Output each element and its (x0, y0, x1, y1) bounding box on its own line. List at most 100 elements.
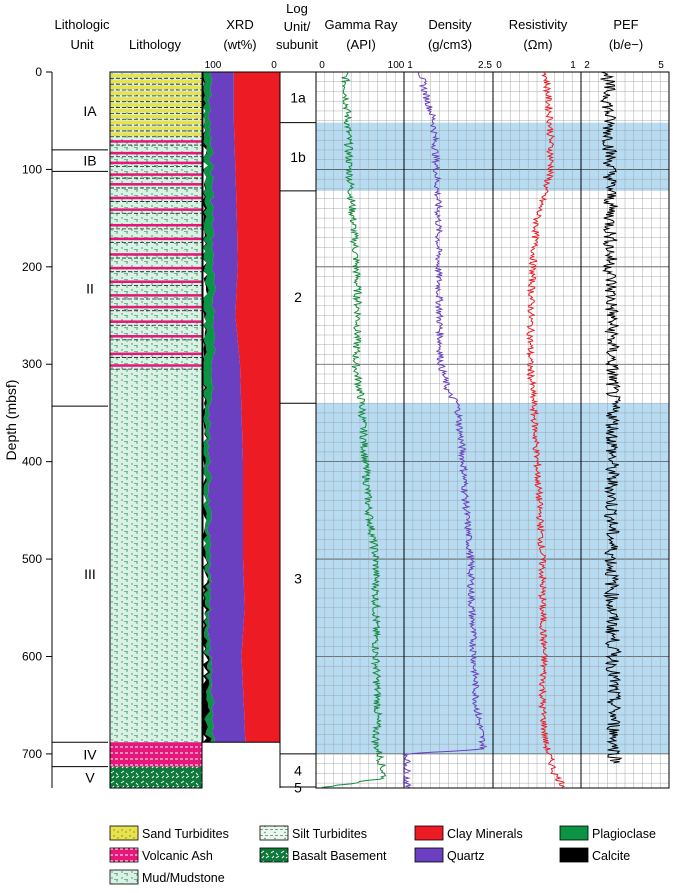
header-log-unit-2: Unit/ (284, 19, 311, 34)
lithology-ash-layer (110, 237, 202, 241)
log-curve-gamma-ray (321, 71, 387, 788)
lithology-ash-layer (110, 294, 202, 297)
depth-axis: 0 100 200 300 400 500 600 700 (22, 65, 53, 788)
lithology-ash-layer (110, 208, 202, 211)
lithology-sand-layer (110, 120, 202, 125)
lithology-sand-layer (110, 97, 202, 101)
header-pef-2: (b/e−) (609, 37, 643, 52)
lithology-sand-layer (110, 85, 202, 90)
lithology-sand-layer (110, 126, 202, 130)
column-headers: Lithologic Unit Lithology XRD (wt%) Log … (55, 1, 644, 52)
lithologic-unit-label: II (86, 281, 94, 297)
legend-label: Basalt Basement (292, 849, 387, 863)
lithologic-unit-label: V (85, 769, 95, 785)
log-unit-label: 1a (290, 89, 306, 105)
log-curve-resistivity (526, 71, 566, 788)
legend-swatch (109, 847, 139, 863)
legend-swatch (109, 825, 139, 841)
legend-label: Clay Minerals (447, 827, 523, 841)
lithology-sand-layer (110, 114, 202, 119)
header-lithologic-unit-2: Unit (70, 37, 94, 52)
lithology-ash-unit (110, 742, 202, 767)
legend-label: Quartz (447, 849, 485, 863)
log-unit-label: 3 (294, 571, 302, 587)
log-tick-label: 2.5 (478, 60, 492, 71)
lithology-sand-layer (110, 91, 202, 95)
depth-tick-label: 400 (22, 455, 42, 469)
lithology-ash-layer (110, 183, 202, 186)
log-tick-label: 5 (658, 60, 664, 71)
depth-axis-label: Depth (mbsf) (3, 380, 19, 461)
lithology-ash-layer (110, 266, 202, 270)
header-gamma-2: (API) (346, 37, 376, 52)
legend-swatch (259, 847, 289, 863)
legend-label: Mud/Mudstone (142, 871, 225, 885)
header-xrd-2: (wt%) (223, 37, 256, 52)
log-unit-label: 4 (294, 762, 302, 778)
header-density-2: (g/cm3) (428, 37, 472, 52)
lithology-ash-layer (110, 161, 202, 165)
header-log-unit-1: Log (286, 1, 308, 16)
xrd-tick-label: 100 (205, 60, 222, 71)
log-unit-column: 1a 1b 2 3 4 5 (279, 71, 316, 796)
lithology-ash-layer (110, 173, 202, 176)
header-lithologic-unit-1: Lithologic (55, 17, 110, 32)
depth-tick-label: 300 (22, 357, 42, 371)
legend-swatch (414, 825, 444, 841)
header-xrd-1: XRD (226, 17, 253, 32)
legend-label: Sand Turbidites (142, 827, 229, 841)
legend-label: Silt Turbidites (292, 827, 367, 841)
lithologic-unit-label: IV (83, 746, 97, 762)
xrd-area-quartz (206, 72, 246, 743)
xrd-tick-label: 0 (271, 60, 277, 71)
header-density-1: Density (428, 17, 472, 32)
log-panels: 0 100 1 2.5 0 1 2 5 (315, 60, 670, 789)
lithology-ash-layer (110, 223, 202, 227)
lithology-ash-layer (110, 253, 202, 256)
xrd-area-plagioclase (203, 72, 216, 743)
legend-label: Calcite (592, 849, 630, 863)
log-tick-label: 1 (407, 60, 413, 71)
legend-swatch (414, 847, 444, 863)
depth-tick-label: 100 (22, 162, 42, 176)
log-tick-label: 1 (570, 60, 576, 71)
log-tick-label: 2 (584, 60, 590, 71)
legend-swatch (109, 869, 139, 885)
depth-tick-label: 500 (22, 552, 42, 566)
panel-frame (580, 71, 670, 789)
lithology-ash-layer (110, 280, 202, 284)
log-curve-density (402, 71, 487, 788)
lithology-frame (109, 71, 203, 789)
log-tick-label: 0 (319, 60, 325, 71)
header-resistivity-2: (Ωm) (523, 37, 552, 52)
header-resistivity-1: Resistivity (509, 17, 568, 32)
log-tick-label: 0 (496, 60, 502, 71)
lithology-ash-layer (110, 352, 202, 356)
lithology-ash-layer (110, 364, 202, 367)
legend-swatch (559, 825, 589, 841)
header-gamma-1: Gamma Ray (325, 17, 398, 32)
xrd-panel: 100 0 (202, 60, 281, 743)
legend-swatch (259, 825, 289, 841)
depth-tick-label: 200 (22, 260, 42, 274)
header-log-unit-3: subunit (276, 37, 318, 52)
header-lithology: Lithology (129, 37, 182, 52)
log-unit-label: 5 (294, 780, 302, 796)
lithology-ash-layer (110, 335, 202, 338)
lithology-sand-layer (110, 103, 202, 107)
lithology-ash-layer (110, 305, 202, 309)
lithology-sand-layer (110, 132, 202, 136)
lithologic-unit-label: IA (83, 103, 97, 119)
depth-tick-label: 600 (22, 649, 42, 663)
lithology-mud-base (110, 72, 202, 743)
legend-swatch (559, 847, 589, 863)
lithology-sand-layer (110, 79, 202, 84)
legend: Sand Turbidites Silt Turbidites Clay Miner… (109, 825, 656, 885)
log-panel-gamma-ray: 0 100 (315, 60, 405, 789)
legend-label: Plagioclase (592, 827, 656, 841)
legend-label: Volcanic Ash (142, 849, 213, 863)
xrd-area-clay-minerals (233, 72, 280, 743)
